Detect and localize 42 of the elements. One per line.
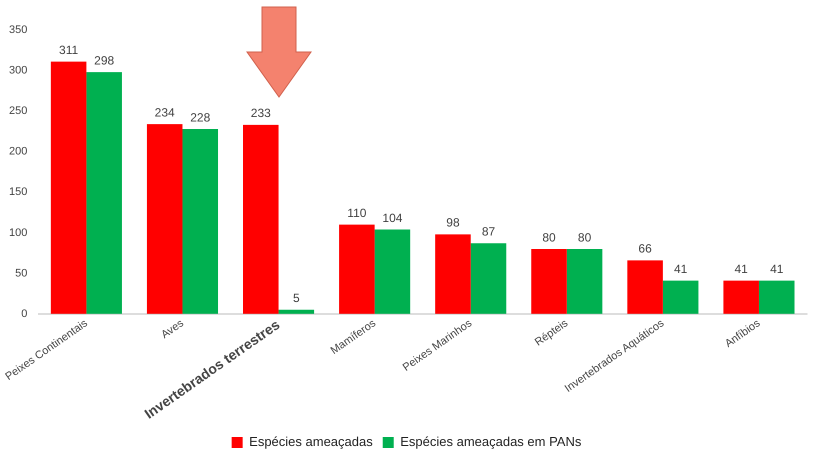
data-label: 87 — [482, 224, 496, 239]
y-tick-label: 200 — [8, 146, 28, 158]
bar — [146, 124, 182, 314]
y-tick-label: 350 — [8, 24, 28, 36]
x-tick-label: Aves — [159, 317, 186, 342]
bar — [531, 248, 567, 314]
bar — [339, 224, 375, 314]
y-tick-label: 50 — [15, 267, 28, 280]
legend-label: Espécies ameaçadas — [249, 434, 374, 450]
bar — [374, 230, 410, 314]
bar — [662, 280, 698, 314]
y-tick-label: 150 — [8, 186, 28, 198]
data-label: 66 — [638, 242, 652, 256]
y-tick-label: 250 — [8, 105, 28, 118]
data-label: 41 — [734, 262, 748, 276]
data-label: 104 — [382, 210, 403, 225]
y-tick-label: 300 — [8, 64, 28, 77]
data-label: 41 — [770, 262, 784, 276]
bar — [723, 280, 759, 314]
bar — [86, 72, 122, 314]
data-label: 234 — [154, 105, 176, 120]
data-label: 110 — [347, 206, 367, 220]
data-label: 41 — [674, 262, 688, 276]
bar — [243, 124, 279, 314]
data-label: 80 — [542, 230, 556, 244]
data-label: 5 — [292, 291, 300, 306]
data-label: 311 — [59, 42, 79, 57]
bar — [470, 243, 506, 314]
data-label: 228 — [190, 110, 211, 124]
y-tick-label: 0 — [21, 308, 28, 320]
bar — [182, 128, 218, 314]
data-label: 98 — [446, 216, 460, 230]
legend-label: Espécies ameaçadas em PANs — [400, 434, 582, 450]
bar — [627, 260, 663, 314]
data-label: 298 — [94, 53, 114, 68]
bar — [566, 248, 602, 314]
data-label: 233 — [250, 106, 272, 120]
data-label: 80 — [578, 230, 592, 244]
bar — [50, 62, 86, 314]
y-tick-label: 100 — [8, 226, 28, 239]
bar — [435, 234, 471, 314]
bar — [758, 280, 795, 314]
